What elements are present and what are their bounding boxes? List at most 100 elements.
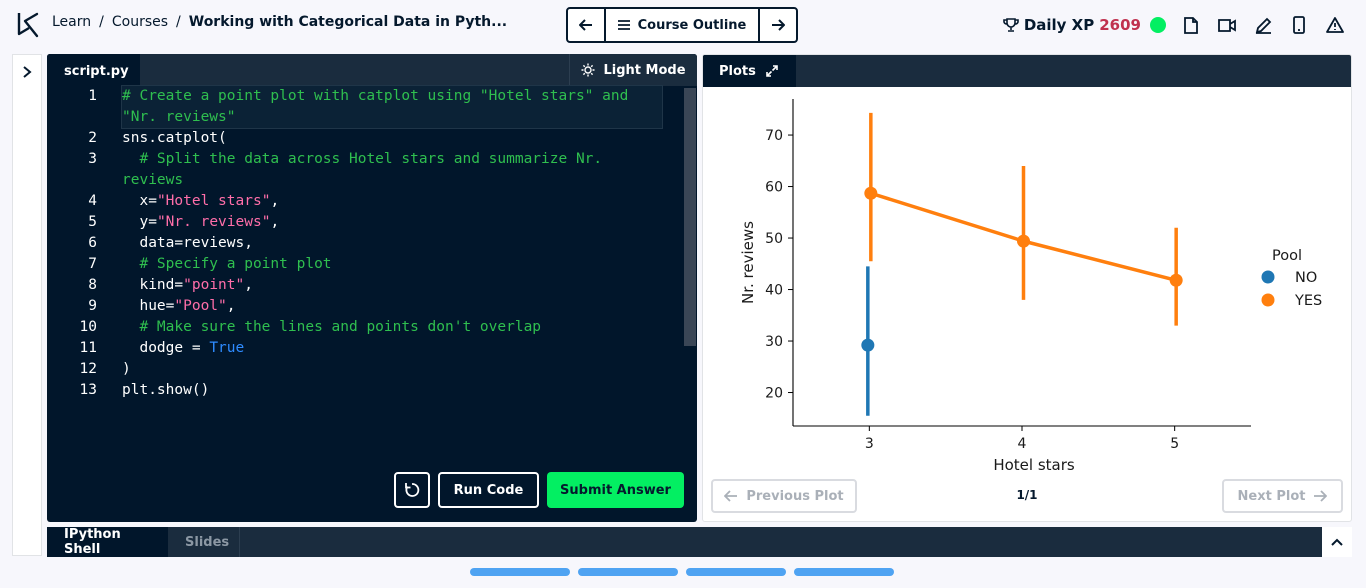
light-mode-button[interactable]: Light Mode bbox=[569, 54, 697, 86]
code-token: # Make sure the lines and points don't o… bbox=[122, 319, 542, 335]
progress-step[interactable] bbox=[470, 568, 570, 576]
line-number: 7 bbox=[88, 256, 97, 272]
data-point-yes bbox=[1017, 234, 1030, 248]
video-button[interactable] bbox=[1216, 14, 1238, 36]
code-line[interactable]: 2 sns.catplot( bbox=[47, 128, 683, 149]
breadcrumb-learn[interactable]: Learn bbox=[52, 14, 92, 30]
legend-marker-yes bbox=[1261, 293, 1275, 307]
code-line[interactable]: 4 x="Hotel stars", bbox=[47, 191, 683, 212]
trophy-icon bbox=[1003, 18, 1019, 32]
expand-console-button[interactable] bbox=[1322, 527, 1352, 557]
next-exercise-button[interactable] bbox=[760, 9, 796, 41]
line-text: hue="Pool", bbox=[122, 296, 662, 317]
tab-ipython-shell[interactable]: IPython Shell bbox=[47, 527, 168, 557]
line-number: 10 bbox=[79, 319, 97, 335]
x-tick-label: 3 bbox=[865, 436, 874, 452]
code-token: "point" bbox=[183, 277, 245, 293]
line-number: 11 bbox=[79, 340, 97, 356]
tab-script-py[interactable]: script.py bbox=[47, 54, 140, 86]
run-code-button[interactable]: Run Code bbox=[438, 472, 539, 508]
daily-xp-label: Daily XP bbox=[1023, 16, 1095, 34]
data-point-yes bbox=[864, 186, 878, 200]
code-line[interactable]: 10 # Make sure the lines and points don'… bbox=[47, 317, 683, 338]
previous-exercise-button[interactable] bbox=[568, 9, 604, 41]
slides-button[interactable] bbox=[1180, 14, 1202, 36]
menu-icon bbox=[617, 20, 630, 30]
breadcrumb-courses[interactable]: Courses bbox=[111, 14, 169, 30]
expand-icon[interactable] bbox=[766, 65, 778, 77]
line-text: # Specify a point plot bbox=[122, 254, 662, 275]
tab-slides[interactable]: Slides bbox=[168, 527, 240, 557]
course-nav: Course Outline bbox=[566, 7, 798, 43]
chevron-right-icon[interactable] bbox=[20, 65, 34, 79]
code-token: kind= bbox=[122, 277, 184, 293]
x-tick-label: 4 bbox=[1018, 436, 1027, 452]
mobile-button[interactable] bbox=[1288, 14, 1310, 36]
code-line[interactable]: 13 plt.show() bbox=[47, 380, 683, 401]
submit-answer-button[interactable]: Submit Answer bbox=[547, 472, 684, 508]
data-point-no bbox=[861, 338, 875, 352]
code-line[interactable]: 1 # Create a point plot with catplot usin… bbox=[47, 85, 683, 129]
code-line[interactable]: 8 kind="point", bbox=[47, 275, 683, 296]
code-token: x= bbox=[122, 193, 157, 209]
console-tab-bar: IPython Shell Slides bbox=[47, 527, 1352, 557]
top-bar: Learn / Courses / Working with Categoric… bbox=[0, 0, 1366, 50]
reset-code-button[interactable] bbox=[394, 472, 430, 508]
breadcrumb-separator: / bbox=[176, 14, 181, 30]
code-token: data=reviews, bbox=[122, 235, 253, 251]
notes-button[interactable] bbox=[1252, 14, 1274, 36]
line-text: kind="point", bbox=[122, 275, 662, 296]
code-token: "Nr. reviews" bbox=[156, 214, 271, 230]
code-token: plt.show() bbox=[122, 382, 210, 398]
line-text: y="Nr. reviews", bbox=[122, 212, 662, 233]
progress-step[interactable] bbox=[578, 568, 678, 576]
progress-step[interactable] bbox=[794, 568, 894, 576]
line-number: 1 bbox=[88, 88, 97, 104]
line-number: 2 bbox=[88, 130, 97, 146]
y-tick-label: 30 bbox=[765, 334, 783, 350]
code-token: sns.catplot( bbox=[122, 130, 227, 146]
status-dot bbox=[1150, 17, 1166, 33]
line-number: 12 bbox=[79, 361, 97, 377]
course-outline-label: Course Outline bbox=[637, 17, 747, 33]
code-token: , bbox=[270, 193, 280, 209]
breadcrumb-course-title[interactable]: Working with Categorical Data in Pyth... bbox=[188, 14, 508, 30]
code-area[interactable]: 1 # Create a point plot with catplot usin… bbox=[47, 85, 683, 466]
code-line[interactable]: 7 # Specify a point plot bbox=[47, 254, 683, 275]
legend-label-yes: YES bbox=[1294, 293, 1322, 309]
code-line[interactable]: 6 data=reviews, bbox=[47, 233, 683, 254]
course-outline-button[interactable]: Course Outline bbox=[604, 9, 760, 41]
editor-tab-bar: script.py Light Mode bbox=[47, 54, 697, 86]
legend-marker-no bbox=[1261, 270, 1275, 284]
datacamp-logo-icon[interactable] bbox=[16, 12, 40, 38]
editor-scrollbar[interactable] bbox=[683, 86, 697, 466]
legend-label-no: NO bbox=[1295, 270, 1317, 286]
pencil-icon bbox=[1255, 17, 1271, 34]
line-number: 6 bbox=[88, 235, 97, 251]
line-number: 5 bbox=[88, 214, 97, 230]
code-editor: script.py Light Mode 1 # Create a point p… bbox=[47, 54, 697, 522]
progress-step[interactable] bbox=[686, 568, 786, 576]
code-line[interactable]: 9 hue="Pool", bbox=[47, 296, 683, 317]
code-line[interactable]: 5 y="Nr. reviews", bbox=[47, 212, 683, 233]
daily-xp[interactable]: Daily XP 2609 bbox=[1003, 16, 1166, 34]
code-line[interactable]: 12) bbox=[47, 359, 683, 380]
x-tick-label: 5 bbox=[1170, 436, 1179, 452]
exercise-sidebar bbox=[12, 54, 42, 556]
tab-plots[interactable]: Plots bbox=[703, 55, 796, 87]
breadcrumb-separator: / bbox=[99, 14, 104, 30]
line-text: ) bbox=[122, 359, 662, 380]
code-token: , bbox=[244, 277, 253, 293]
scrollbar-thumb[interactable] bbox=[684, 88, 696, 346]
code-line[interactable]: 11 dodge = True bbox=[47, 338, 683, 359]
legend-title: Pool bbox=[1272, 248, 1302, 264]
x-axis-label: Hotel stars bbox=[993, 456, 1075, 474]
code-token: True bbox=[209, 340, 245, 356]
previous-plot-button[interactable]: Previous Plot bbox=[711, 479, 857, 513]
code-token: , bbox=[270, 214, 280, 230]
next-plot-button[interactable]: Next Plot bbox=[1222, 479, 1343, 513]
report-issue-button[interactable] bbox=[1324, 14, 1346, 36]
chevron-up-icon bbox=[1331, 538, 1343, 546]
code-line[interactable]: 3 # Split the data across Hotel stars an… bbox=[47, 149, 683, 191]
plots-tab-label: Plots bbox=[719, 63, 756, 79]
